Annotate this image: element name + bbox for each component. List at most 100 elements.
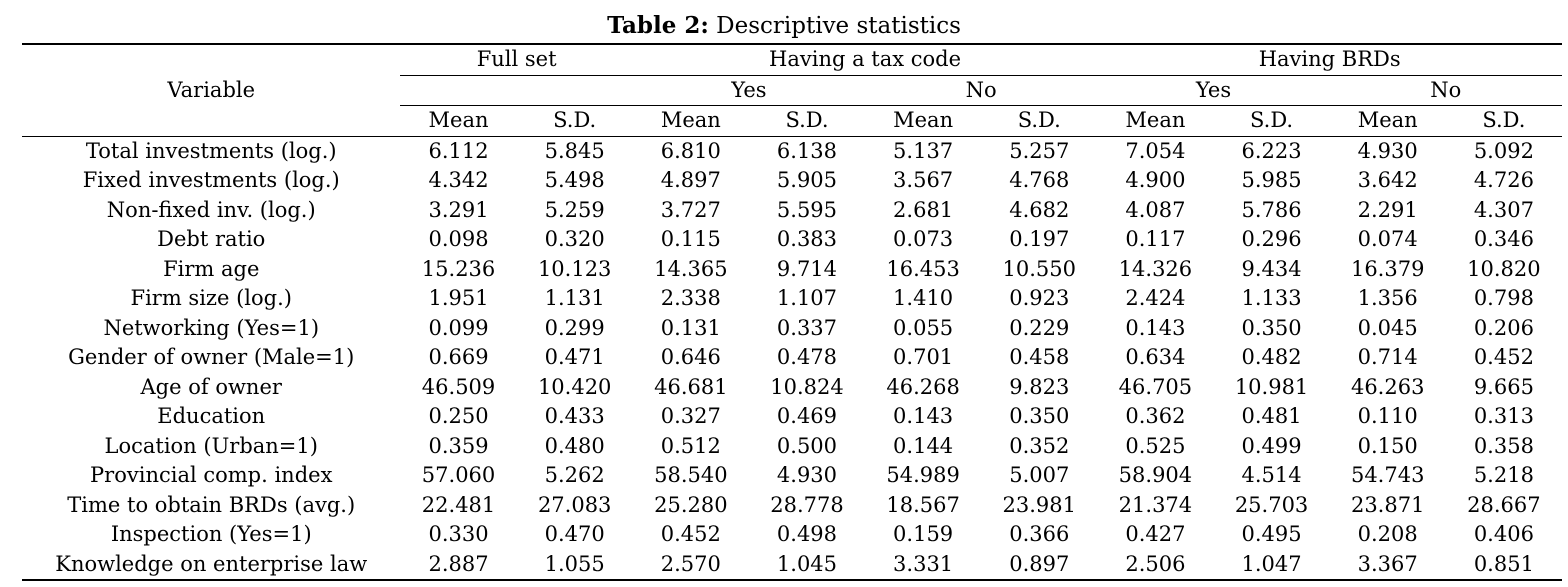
sd-cell: 0.498	[776, 522, 838, 546]
mean-cell: 4.342	[428, 168, 489, 192]
sd-cell: 0.471	[544, 345, 605, 369]
sd-cell: 5.259	[544, 197, 605, 222]
table-row: Knowledge on enterprise law 2.887 1.055 2.5…	[22, 549, 1562, 581]
sd-cell: 5.257	[1009, 138, 1070, 163]
mean-cell: 14.365	[654, 256, 728, 281]
col-header-sd: S.D.	[516, 105, 633, 137]
mean-cell: 0.427	[1125, 522, 1186, 546]
mean-cell: 0.525	[1125, 433, 1186, 458]
mean-cell: 57.060	[421, 463, 496, 487]
sd-cell: 5.786	[1241, 197, 1302, 222]
mean-cell: 25.280	[654, 492, 728, 517]
mean-cell: 2.570	[632, 549, 749, 581]
mean-cell: 6.112	[428, 138, 489, 163]
mean-cell: 5.137	[893, 138, 954, 163]
sd-cell: 4.930	[776, 463, 838, 487]
sd-cell: 6.223	[1241, 138, 1302, 163]
sd-cell: 4.726	[1473, 168, 1534, 192]
mean-cell: 0.117	[1125, 227, 1186, 251]
sd-cell: 0.923	[1009, 286, 1070, 310]
sd-cell: 5.498	[544, 168, 605, 192]
sd-cell: 5.905	[776, 168, 838, 192]
sd-cell: 0.350	[1241, 315, 1302, 340]
mean-cell: 46.681	[654, 374, 728, 399]
variable-name: Firm size (log.)	[130, 286, 292, 310]
mean-cell: 2.681	[893, 197, 954, 222]
mean-cell: 1.951	[428, 286, 489, 310]
table-row: Time to obtain BRDs (avg.) 22.481 27.083 25…	[22, 491, 1562, 521]
sd-cell: 4.307	[1473, 197, 1534, 222]
sd-cell: 0.296	[1241, 227, 1302, 251]
mean-cell: 1.356	[1357, 286, 1418, 310]
table-row: Fixed investments (log.) 4.342 5.498 4.897 5…	[22, 166, 1562, 196]
mean-cell: 0.055	[893, 315, 954, 340]
sd-cell: 0.458	[1009, 345, 1070, 369]
group-header-brds: Having BRDs	[1097, 43, 1562, 75]
header-row-stats: Mean S.D. Mean S.D. Mean S.D. Mean S.D. …	[22, 105, 1562, 137]
mean-cell: 2.506	[1097, 549, 1214, 581]
sd-cell: 5.985	[1241, 168, 1302, 192]
variable-name: Education	[157, 404, 266, 428]
mean-cell: 0.714	[1357, 345, 1418, 369]
sd-cell: 0.337	[776, 315, 838, 340]
mean-cell: 0.131	[660, 315, 721, 340]
mean-cell: 2.424	[1125, 286, 1186, 310]
table-row: Inspection (Yes=1) 0.330 0.470 0.452 0.498 0.…	[22, 520, 1562, 550]
sd-cell: 10.123	[537, 256, 612, 281]
sd-cell: 6.138	[776, 138, 838, 163]
sd-cell: 0.500	[776, 433, 838, 458]
mean-cell: 2.291	[1357, 197, 1418, 222]
mean-cell: 1.410	[893, 286, 954, 310]
variable-name: Inspection (Yes=1)	[110, 522, 312, 546]
sd-cell: 0.851	[1445, 549, 1562, 581]
sd-cell: 0.206	[1473, 315, 1534, 340]
mean-cell: 0.208	[1357, 522, 1418, 546]
mean-cell: 3.291	[428, 197, 489, 222]
variable-name: Location (Urban=1)	[104, 433, 318, 458]
mean-cell: 46.509	[421, 374, 496, 399]
col-header-sd: S.D.	[748, 105, 866, 137]
mean-cell: 0.144	[893, 433, 954, 458]
mean-cell: 4.087	[1125, 197, 1186, 222]
variable-name: Firm age	[163, 256, 260, 281]
sd-cell: 9.434	[1241, 256, 1302, 281]
mean-cell: 3.727	[660, 197, 721, 222]
mean-cell: 14.326	[1118, 256, 1193, 281]
mean-cell: 0.330	[428, 522, 489, 546]
mean-cell: 54.989	[886, 463, 960, 487]
mean-cell: 7.054	[1125, 138, 1186, 163]
mean-cell: 0.634	[1125, 345, 1186, 369]
sd-cell: 5.092	[1473, 138, 1534, 163]
sd-cell: 10.824	[770, 374, 844, 399]
header-row-subgroups: Yes No Yes No	[22, 74, 1562, 106]
sd-cell: 5.595	[776, 197, 838, 222]
sd-cell: 10.820	[1467, 256, 1541, 281]
sd-cell: 1.133	[1241, 286, 1302, 310]
table-row: Networking (Yes=1) 0.099 0.299 0.131 0.337 0.…	[22, 314, 1562, 344]
mean-cell: 3.367	[1329, 549, 1446, 581]
table-body: Total investments (log.) 6.112 5.845 6.810 6…	[22, 136, 1562, 581]
group-label-full-set: Full set	[476, 47, 557, 71]
subgroup-brds-no: No	[1329, 74, 1562, 106]
sd-cell: 1.107	[776, 286, 838, 310]
mean-cell: 0.143	[893, 404, 954, 428]
mean-cell: 18.567	[886, 492, 960, 517]
mean-cell: 0.073	[893, 227, 954, 251]
mean-cell: 0.115	[660, 227, 721, 251]
sd-cell: 0.481	[1241, 404, 1302, 428]
mean-cell: 22.481	[421, 492, 496, 517]
sd-cell: 4.768	[1009, 168, 1070, 192]
sd-cell: 0.366	[1009, 522, 1070, 546]
descriptive-statistics-table: Variable Full set Having a tax code Havi…	[22, 43, 1562, 581]
table-row: Debt ratio 0.098 0.320 0.115 0.383 0.073 0.197…	[22, 225, 1562, 255]
sd-cell: 9.665	[1473, 374, 1534, 399]
sd-cell: 0.433	[544, 404, 605, 428]
mean-cell: 2.887	[400, 549, 517, 581]
sd-cell: 0.482	[1241, 345, 1302, 369]
variable-name: Age of owner	[140, 374, 282, 399]
sd-cell: 0.299	[544, 315, 605, 340]
variable-name: Non-fixed inv. (log.)	[106, 197, 316, 222]
mean-cell: 0.098	[428, 227, 489, 251]
table-caption: Table 2: Descriptive statistics	[0, 11, 1568, 41]
mean-cell: 0.110	[1357, 404, 1418, 428]
